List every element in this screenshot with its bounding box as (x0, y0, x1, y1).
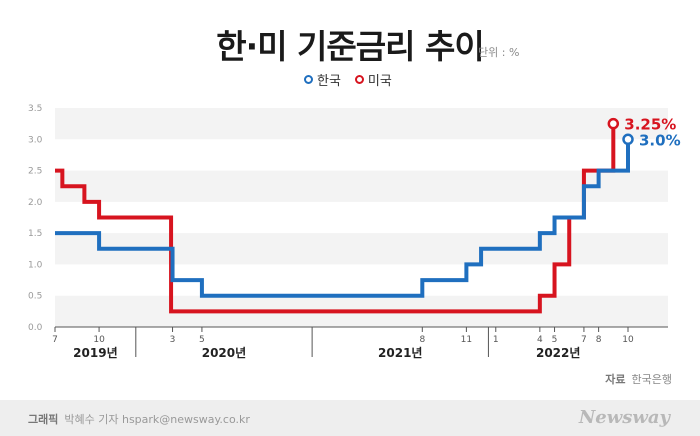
x-tick-label: 7 (52, 335, 58, 345)
source-label: 자료 (605, 373, 626, 386)
x-tick-label: 5 (199, 335, 205, 345)
series-us-line (55, 123, 616, 314)
y-tick-label: 3.0 (28, 135, 43, 145)
legend-marker-korea (304, 75, 313, 84)
source-value: 한국은행 (631, 373, 672, 386)
rate-chart: 0.0 0.5 1.0 1.5 2.0 2.5 3.0 3.5 2019년 2020년 2021년 2… (28, 104, 681, 360)
y-tick-label: 3.5 (28, 104, 42, 114)
source-note: 자료 한국은행 (605, 371, 672, 387)
y-tick-label: 1.5 (28, 229, 42, 239)
grid-band (55, 170, 668, 202)
footer-bar: 그래픽 박혜수 기자 hspark@newsway.co.kr Newsway (0, 400, 700, 436)
x-tick-label: 4 (537, 335, 543, 345)
y-tick-label: 2.5 (28, 167, 42, 177)
series-korea-end-label: 3.0% (639, 131, 681, 149)
series-korea-line (55, 139, 630, 298)
y-tick-label: 2.0 (28, 198, 43, 208)
x-tick-label: 3 (170, 335, 176, 345)
legend-label-korea: 한국 (317, 74, 341, 89)
x-tick-label: 10 (622, 335, 634, 345)
x-tick-label: 1 (493, 335, 499, 345)
graphic-credit: 그래픽 박혜수 기자 hspark@newsway.co.kr (28, 411, 250, 427)
chart-title: 한·미 기준금리 추이 (216, 27, 484, 66)
year-label: 2019년 (73, 346, 117, 360)
year-label: 2021년 (378, 346, 422, 360)
x-tick-label: 10 (93, 335, 105, 345)
y-tick-label: 0.5 (28, 292, 42, 302)
legend-marker-us (354, 75, 364, 84)
brand-logo: Newsway (578, 407, 670, 428)
x-tick-label: 11 (461, 335, 472, 345)
credit-value: 박혜수 기자 hspark@newsway.co.kr (64, 413, 250, 426)
year-label: 2022년 (536, 346, 580, 360)
legend-item-us: 미국 (354, 70, 392, 89)
series-us-end-marker (607, 117, 620, 130)
x-tick-label: 8 (419, 335, 425, 345)
credit-label: 그래픽 (28, 413, 59, 426)
year-label: 2020년 (202, 346, 246, 360)
unit-label: 단위 : % (478, 46, 520, 59)
series-us-end-label: 3.25% (624, 116, 676, 134)
series-korea-end-marker (622, 133, 634, 146)
grid-band (55, 108, 668, 140)
legend: 한국 미국 (304, 70, 392, 89)
x-tick-label: 7 (581, 335, 587, 345)
legend-item-korea: 한국 (304, 70, 341, 89)
legend-label-us: 미국 (367, 74, 392, 89)
x-tick-label: 8 (596, 335, 602, 345)
y-tick-label: 0.0 (28, 323, 43, 333)
x-tick-label: 5 (552, 335, 558, 345)
y-tick-label: 1.0 (28, 260, 43, 270)
